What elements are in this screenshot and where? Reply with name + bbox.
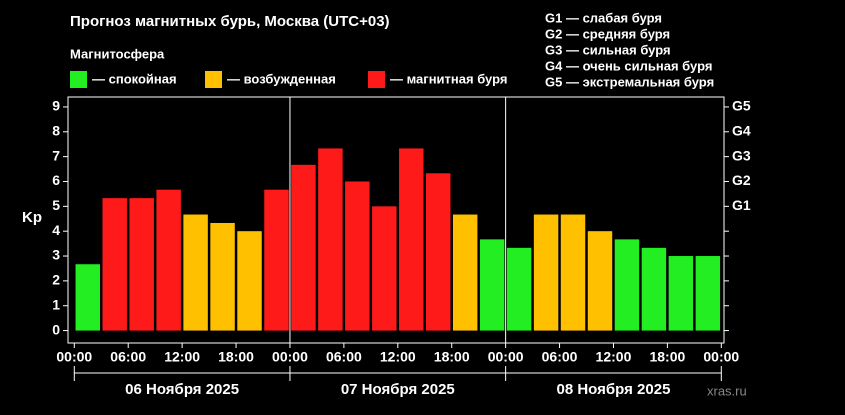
legend-label: — возбужденная bbox=[227, 71, 336, 86]
bar bbox=[291, 164, 316, 331]
x-tick-label: 18:00 bbox=[434, 349, 470, 365]
day-label: 07 Ноября 2025 bbox=[341, 381, 455, 398]
y-tick-label: 6 bbox=[52, 172, 60, 188]
x-tick-label: 00:00 bbox=[703, 349, 739, 365]
x-tick-label: 18:00 bbox=[649, 349, 685, 365]
x-tick-label: 06:00 bbox=[542, 349, 578, 365]
x-tick-label: 06:00 bbox=[326, 349, 362, 365]
x-tick-label: 00:00 bbox=[272, 349, 308, 365]
plot-frame bbox=[67, 96, 725, 344]
x-tick-label: 12:00 bbox=[164, 349, 200, 365]
y-tick-label: 8 bbox=[52, 122, 60, 138]
bar bbox=[641, 247, 667, 331]
bar bbox=[668, 256, 694, 331]
bar bbox=[183, 214, 208, 331]
x-tick-label: 00:00 bbox=[488, 349, 524, 365]
day-label: 06 Ноября 2025 bbox=[125, 381, 239, 398]
storm-scale-entry: G5 — экстремальная буря bbox=[545, 74, 714, 89]
bar bbox=[237, 231, 262, 331]
storm-scale-entry: G3 — сильная буря bbox=[545, 42, 671, 57]
legend-label: — магнитная буря bbox=[390, 71, 507, 86]
x-tick-label: 18:00 bbox=[218, 349, 254, 365]
bar bbox=[452, 214, 478, 331]
y2-tick-label: G4 bbox=[732, 122, 751, 138]
y2-tick-label: G1 bbox=[732, 197, 751, 213]
day-label: 08 Ноября 2025 bbox=[557, 381, 671, 398]
bar bbox=[533, 214, 559, 331]
x-tick-label: 00:00 bbox=[56, 349, 92, 365]
y2-tick-label: G3 bbox=[732, 147, 751, 163]
source: xras.ru bbox=[707, 383, 747, 398]
legend-swatch bbox=[205, 71, 222, 88]
storm-scale-entry: G4 — очень сильная буря bbox=[545, 58, 712, 73]
y-tick-label: 5 bbox=[52, 197, 60, 213]
y-axis-label: Kp bbox=[22, 209, 42, 226]
bar bbox=[399, 148, 424, 331]
bar bbox=[75, 264, 100, 331]
y2-tick-label: G5 bbox=[732, 98, 751, 114]
y-tick-label: 1 bbox=[52, 296, 60, 312]
y-tick-label: 7 bbox=[52, 147, 60, 163]
x-tick-label: 06:00 bbox=[110, 349, 146, 365]
bar bbox=[345, 181, 370, 331]
bar bbox=[506, 247, 532, 331]
y-tick-label: 0 bbox=[52, 321, 60, 337]
bar bbox=[210, 222, 235, 331]
bar bbox=[129, 198, 154, 331]
bar bbox=[318, 148, 343, 331]
legend-title: Магнитосфера bbox=[70, 46, 165, 61]
y-tick-label: 9 bbox=[52, 98, 60, 114]
bar bbox=[695, 256, 721, 331]
legend-label: — спокойная bbox=[92, 71, 177, 86]
y2-tick-label: G2 bbox=[732, 172, 751, 188]
x-tick-label: 12:00 bbox=[380, 349, 416, 365]
y-tick-label: 2 bbox=[52, 272, 60, 288]
chart-title: Прогноз магнитных бурь, Москва (UTC+03) bbox=[70, 13, 390, 30]
x-tick-label: 12:00 bbox=[596, 349, 632, 365]
y-tick-label: 4 bbox=[52, 222, 60, 238]
bar bbox=[156, 189, 181, 331]
bar bbox=[426, 173, 451, 331]
legend-swatch bbox=[368, 71, 385, 88]
bar bbox=[587, 231, 613, 331]
bar bbox=[614, 239, 640, 331]
legend-swatch bbox=[70, 71, 87, 88]
bar bbox=[102, 198, 127, 331]
bar bbox=[372, 206, 397, 331]
storm-scale-entry: G1 — слабая буря bbox=[545, 10, 662, 25]
bar bbox=[479, 239, 505, 331]
y-tick-label: 3 bbox=[52, 247, 60, 263]
storm-scale-entry: G2 — средняя буря bbox=[545, 26, 670, 41]
bar bbox=[264, 189, 289, 331]
bar bbox=[560, 214, 586, 331]
